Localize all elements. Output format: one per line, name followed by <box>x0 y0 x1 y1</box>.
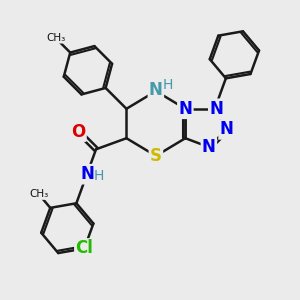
Text: N: N <box>178 100 192 118</box>
Text: N: N <box>220 120 233 138</box>
Text: CH₃: CH₃ <box>46 33 65 43</box>
Text: N: N <box>149 81 163 99</box>
Text: O: O <box>71 123 85 141</box>
Text: N: N <box>80 165 94 183</box>
Text: S: S <box>150 147 162 165</box>
Text: N: N <box>202 138 216 156</box>
Text: CH₃: CH₃ <box>29 189 49 199</box>
Text: H: H <box>163 78 173 92</box>
Text: N: N <box>209 100 223 118</box>
Text: H: H <box>94 169 104 183</box>
Text: Cl: Cl <box>75 239 93 257</box>
